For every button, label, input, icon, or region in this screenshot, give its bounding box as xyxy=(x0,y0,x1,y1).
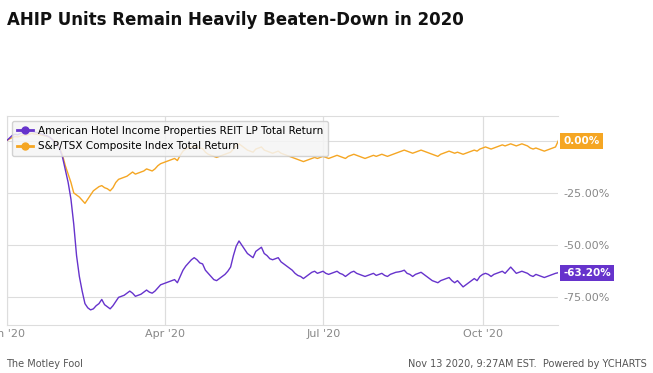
Text: -63.20%: -63.20% xyxy=(564,268,611,278)
Text: Nov 13 2020, 9:27AM EST.  Powered by YCHARTS: Nov 13 2020, 9:27AM EST. Powered by YCHA… xyxy=(407,359,646,369)
Text: AHIP Units Remain Heavily Beaten-Down in 2020: AHIP Units Remain Heavily Beaten-Down in… xyxy=(7,11,463,29)
Text: The Motley Fool: The Motley Fool xyxy=(7,359,84,369)
Text: 0.00%: 0.00% xyxy=(564,136,600,146)
Legend: American Hotel Income Properties REIT LP Total Return, S&P/TSX Composite Index T: American Hotel Income Properties REIT LP… xyxy=(12,121,328,156)
